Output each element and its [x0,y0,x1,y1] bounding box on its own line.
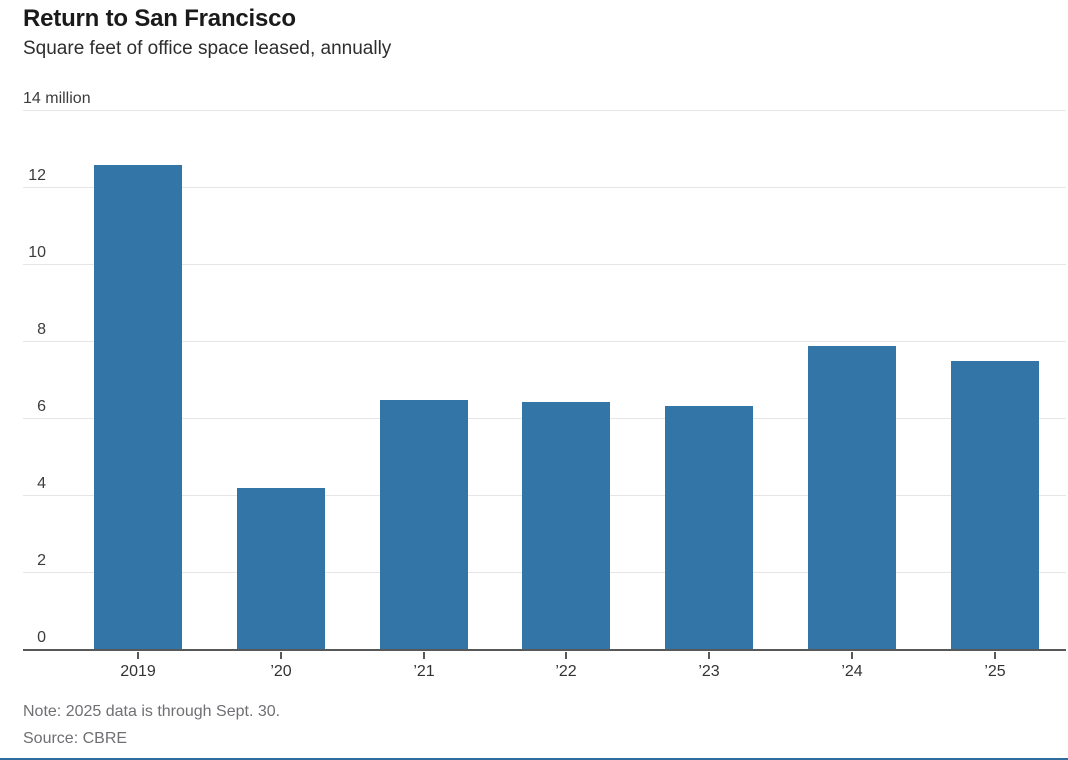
y-axis-label: 0 [37,629,46,646]
bar[interactable] [237,488,325,650]
x-axis-label: ’20 [270,663,292,680]
x-axis-label: ’24 [841,663,863,680]
chart-subtitle: Square feet of office space leased, annu… [23,38,392,59]
y-axis-label: 2 [37,552,46,569]
bar[interactable] [808,346,896,650]
x-axis-label: ’23 [698,663,720,680]
bar[interactable] [94,165,182,650]
y-axis-label: 6 [37,398,46,415]
source-text: Source: CBRE [23,730,128,747]
bar[interactable] [951,361,1039,650]
chart-title: Return to San Francisco [23,5,296,32]
x-axis-label: ’21 [413,663,435,680]
gridline [23,264,1066,265]
x-axis-label: 2019 [120,663,156,680]
bar[interactable] [380,400,468,650]
gridline [23,341,1066,342]
x-axis-tick [851,652,853,659]
bottom-accent-line [0,758,1068,760]
gridline [23,110,1066,111]
y-axis-label: 14 million [23,90,91,107]
y-axis-label: 12 [28,167,46,184]
y-axis-label: 8 [37,321,46,338]
gridline [23,187,1066,188]
x-axis-tick [137,652,139,659]
bar[interactable] [522,402,610,650]
x-axis-tick [994,652,996,659]
x-axis-tick [280,652,282,659]
x-axis-tick [708,652,710,659]
x-axis-label: ’22 [555,663,577,680]
x-axis-baseline [23,649,1066,651]
x-axis-tick [423,652,425,659]
x-axis-label: ’25 [984,663,1006,680]
y-axis-label: 4 [37,475,46,492]
note-text: Note: 2025 data is through Sept. 30. [23,703,281,720]
x-axis-tick [565,652,567,659]
bar[interactable] [665,406,753,650]
y-axis-label: 10 [28,244,46,261]
